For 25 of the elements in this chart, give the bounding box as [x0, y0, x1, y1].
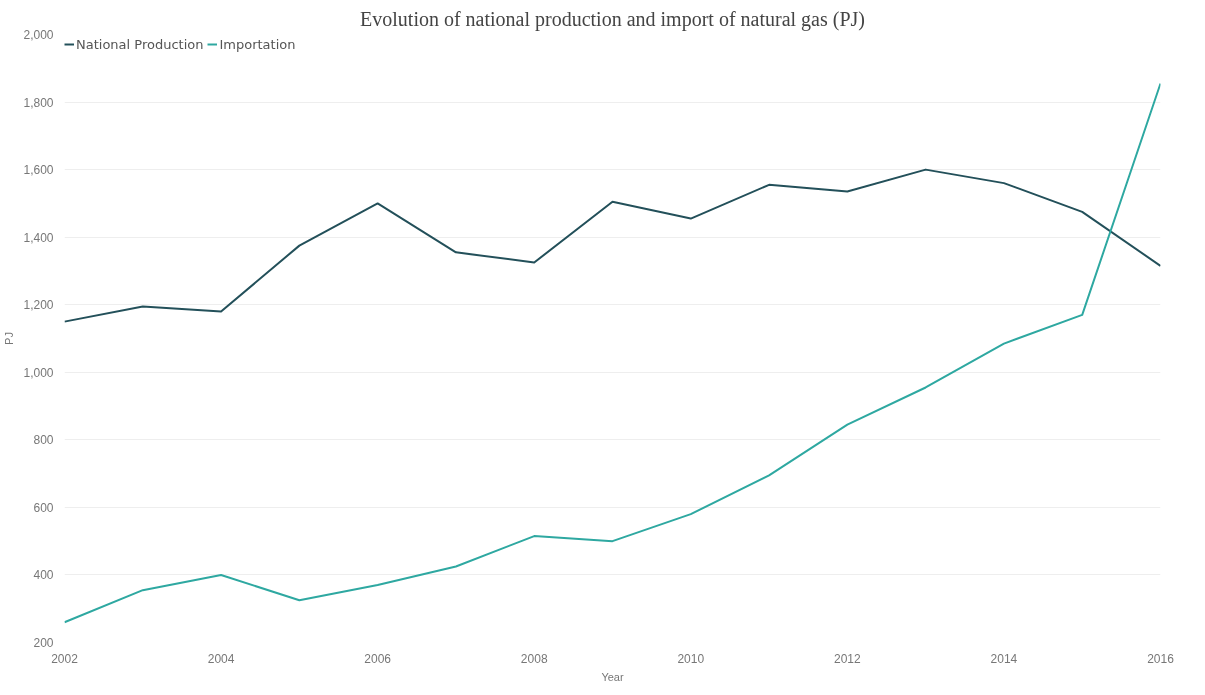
x-tick-label: 2006 [364, 651, 392, 666]
y-tick-label: 1,800 [23, 95, 54, 110]
y-tick-label: 200 [33, 636, 54, 650]
y-tick-label: 600 [33, 500, 54, 515]
y-axis-title: PJ [3, 332, 16, 345]
x-tick-label: 2012 [834, 651, 862, 666]
y-tick-label: 1,000 [23, 365, 54, 380]
chart-title: Evolution of national production and import of natural gas (PJ) [360, 7, 865, 31]
line-series [64, 168, 1161, 323]
x-axis-title: Year [601, 670, 624, 683]
y-tick-label: 1,600 [23, 163, 54, 178]
y-tick-label: 1,200 [23, 298, 54, 313]
y-tick-label: 400 [33, 568, 54, 583]
legend-label: Importation [219, 36, 296, 52]
y-tick-label: 2,000 [23, 28, 54, 42]
x-tick-label: 2004 [207, 651, 235, 666]
x-tick-label: 2008 [520, 651, 548, 666]
x-tick-label: 2002 [51, 651, 79, 666]
y-tick-label: 800 [33, 433, 54, 448]
y-tick-label: 1,400 [23, 230, 54, 245]
x-tick-label: 2010 [677, 651, 705, 666]
x-tick-label: 2014 [990, 651, 1018, 666]
line-series [64, 82, 1161, 624]
legend-label: National Production [76, 36, 204, 52]
x-tick-label: 2016 [1147, 651, 1175, 666]
